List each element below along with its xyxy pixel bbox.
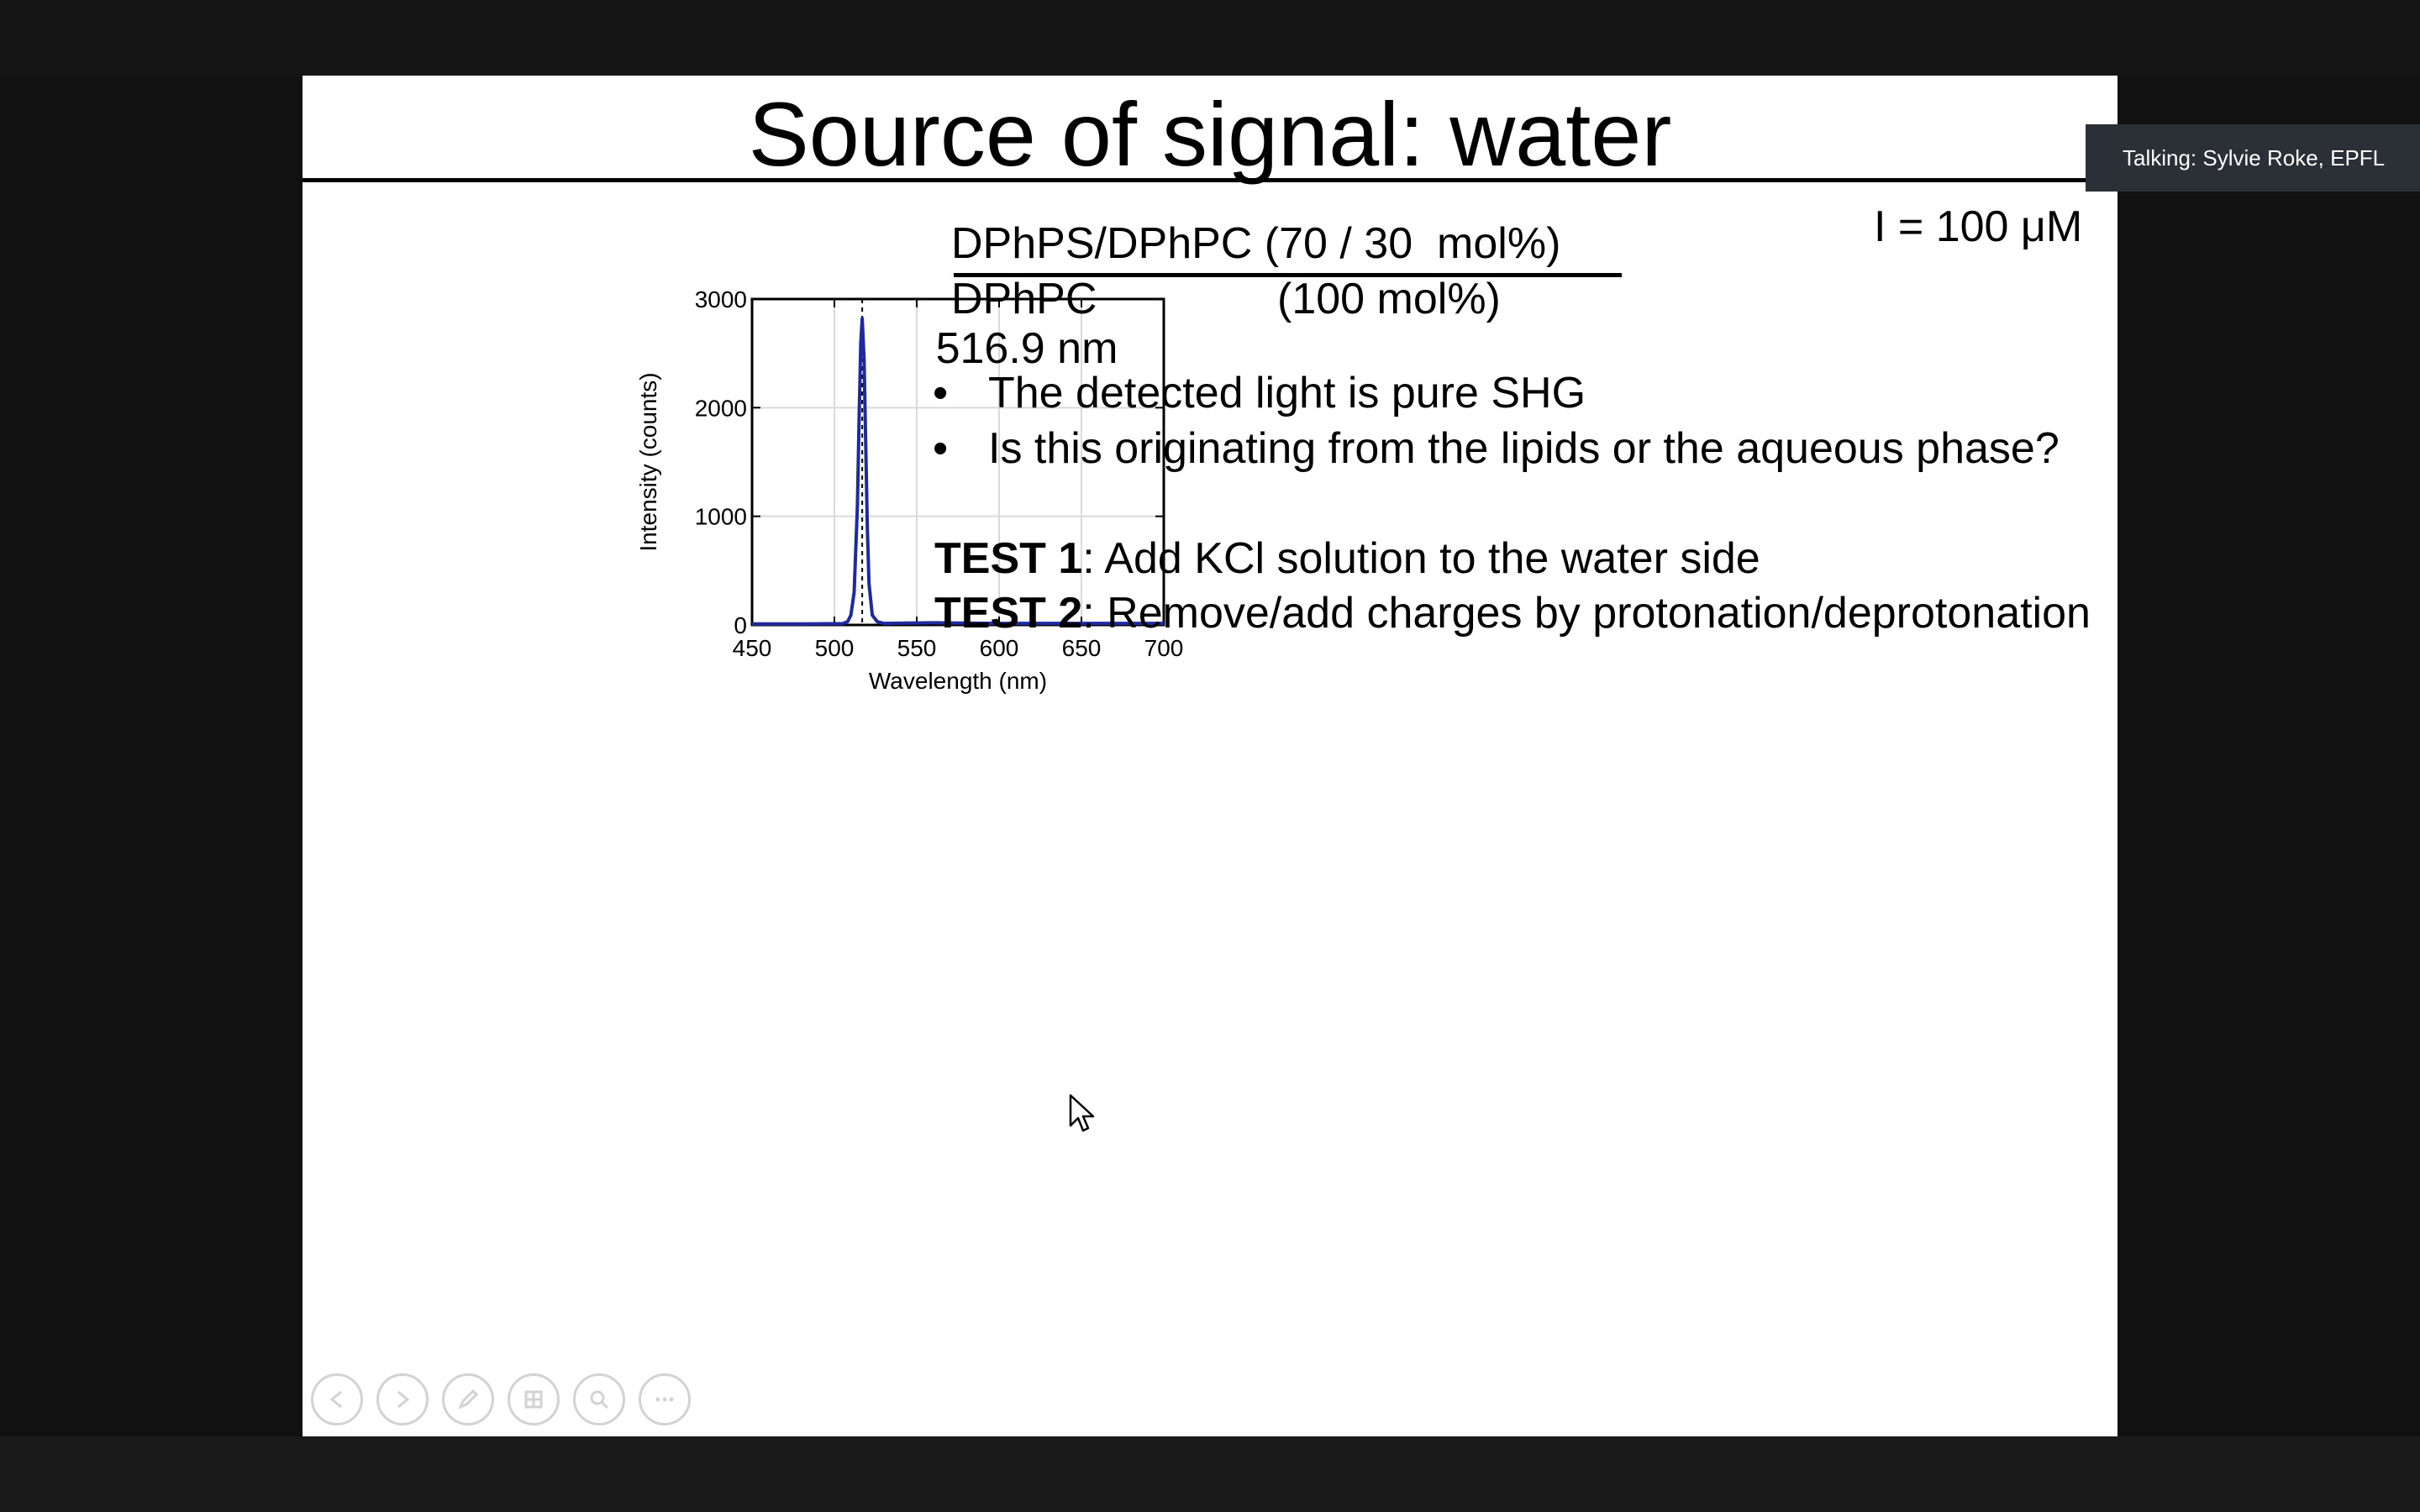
y-tick-label: 2000 bbox=[695, 395, 747, 421]
mouse-cursor-icon bbox=[1069, 1094, 1095, 1132]
bullet-item: • Is this originating from the lipids or … bbox=[933, 421, 2060, 476]
slide-grid-button[interactable] bbox=[508, 1373, 560, 1425]
y-tick-label: 1000 bbox=[695, 504, 747, 530]
next-slide-button[interactable] bbox=[376, 1373, 429, 1425]
x-tick-label: 500 bbox=[815, 635, 855, 661]
y-axis-label: Intensity (counts) bbox=[635, 372, 661, 551]
y-tick-label: 0 bbox=[734, 612, 747, 638]
composition-denominator-name: DPhPC bbox=[951, 275, 1097, 323]
pen-tool-button[interactable] bbox=[442, 1373, 494, 1425]
pen-icon bbox=[458, 1389, 479, 1410]
x-tick-label: 600 bbox=[980, 635, 1019, 661]
zoom-button[interactable] bbox=[573, 1373, 625, 1425]
test-1-label: TEST 1 bbox=[934, 534, 1083, 583]
test-2-text: : Remove/add charges by protonation/depr… bbox=[1082, 589, 2091, 638]
bullet-item: • The detected light is pure SHG bbox=[933, 365, 2060, 421]
fraction-bar bbox=[954, 273, 1622, 277]
spectrum-line bbox=[752, 317, 1164, 626]
test-1-text: : Add KCl solution to the water side bbox=[1082, 534, 1760, 583]
previous-slide-button[interactable] bbox=[311, 1373, 363, 1425]
presentation-slide: Source of signal: water 450 500 550 600 650 7… bbox=[302, 76, 2118, 1436]
composition-numerator: DPhPS/DPhPC (70 / 30 mol%) bbox=[951, 219, 1561, 268]
arrow-left-icon bbox=[329, 1390, 342, 1409]
test-2-line: TEST 2: Remove/add charges by protonatio… bbox=[934, 588, 2091, 638]
concentration-label: I = 100 μM bbox=[1874, 202, 2083, 251]
x-axis-label: Wavelength (nm) bbox=[869, 668, 1047, 694]
arrow-right-icon bbox=[397, 1390, 410, 1409]
active-speaker-banner: Talking: Sylvie Roke, EPFL bbox=[2086, 124, 2420, 192]
test-2-label: TEST 2 bbox=[934, 589, 1083, 638]
slides-grid-icon bbox=[524, 1390, 543, 1409]
slide-title: Source of signal: water bbox=[748, 83, 1672, 185]
bullet-list: • The detected light is pure SHG • Is this… bbox=[933, 365, 2060, 476]
composition-denominator-value: (100 mol%) bbox=[1277, 275, 1501, 323]
x-tick-label: 650 bbox=[1062, 635, 1102, 661]
x-tick-label: 550 bbox=[897, 635, 937, 661]
bottom-bar bbox=[0, 1436, 2420, 1512]
top-bar bbox=[0, 0, 2420, 76]
plot-frame bbox=[750, 297, 1165, 627]
x-tick-label: 450 bbox=[733, 635, 772, 661]
y-tick-label: 3000 bbox=[695, 286, 747, 312]
bullet-text: Is this originating from the lipids or t… bbox=[988, 424, 2060, 473]
x-tick-label: 700 bbox=[1144, 635, 1184, 661]
bullet-dot: • bbox=[933, 369, 949, 417]
bullet-text: The detected light is pure SHG bbox=[988, 369, 1586, 417]
more-icon bbox=[655, 1397, 674, 1402]
bullet-dot: • bbox=[933, 424, 949, 473]
peak-annotation: 516.9 nm bbox=[936, 324, 1118, 373]
magnifier-icon bbox=[590, 1390, 609, 1410]
title-divider bbox=[302, 178, 2118, 182]
presentation-controls bbox=[311, 1373, 691, 1425]
test-1-line: TEST 1: Add KCl solution to the water si… bbox=[934, 533, 1760, 584]
spectrum-chart: 450 500 550 600 650 700 0 1000 2000 3000 516.9 nm W… bbox=[635, 286, 1184, 694]
more-options-button[interactable] bbox=[639, 1373, 691, 1425]
